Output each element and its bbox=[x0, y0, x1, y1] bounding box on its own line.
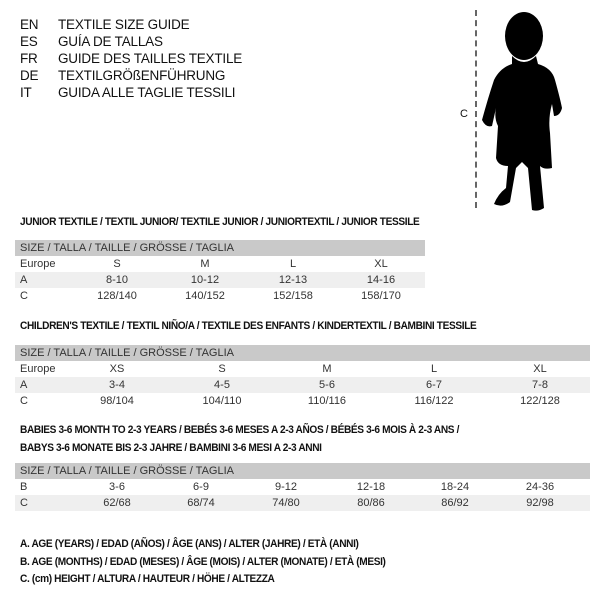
table-row: B 3-6 6-9 9-12 12-18 18-24 24-36 bbox=[20, 481, 555, 493]
height-dotted-line bbox=[475, 10, 477, 208]
legend-item-c: C. (cm) HEIGHT / ALTURA / HAUTEUR / HÖHE… bbox=[20, 573, 275, 585]
lang-de: DE TEXTILGRÖßENFÜHRUNG bbox=[20, 68, 226, 83]
table-row: A 3-4 4-5 5-6 6-7 7-8 bbox=[15, 377, 590, 393]
lang-it: IT GUIDA ALLE TAGLIE TESSILI bbox=[20, 85, 236, 100]
babies-size-table: SIZE / TALLA / TAILLE / GRÖSSE / TAGLIA … bbox=[15, 463, 590, 511]
children-title: CHILDREN'S TEXTILE / TEXTIL NIÑO/A / TEX… bbox=[20, 320, 477, 332]
table-row: A 8-10 10-12 12-13 14-16 bbox=[15, 272, 425, 288]
table-header: SIZE / TALLA / TAILLE / GRÖSSE / TAGLIA bbox=[15, 463, 590, 479]
table-row: C 128/140 140/152 152/158 158/170 bbox=[20, 290, 401, 302]
table-header: SIZE / TALLA / TAILLE / GRÖSSE / TAGLIA bbox=[15, 345, 590, 361]
babies-title-line1: BABIES 3-6 MONTH TO 2-3 YEARS / BEBÉS 3-… bbox=[20, 424, 460, 436]
junior-size-table: SIZE / TALLA / TAILLE / GRÖSSE / TAGLIA … bbox=[15, 240, 425, 304]
table-row: C 98/104 104/110 110/116 116/122 122/128 bbox=[20, 395, 560, 407]
legend-item-a: A. AGE (YEARS) / EDAD (AÑOS) / ÂGE (ANS)… bbox=[20, 538, 359, 550]
table-row: C 62/68 68/74 74/80 80/86 86/92 92/98 bbox=[15, 495, 590, 511]
table-header: SIZE / TALLA / TAILLE / GRÖSSE / TAGLIA bbox=[15, 240, 425, 256]
children-size-table: SIZE / TALLA / TAILLE / GRÖSSE / TAGLIA … bbox=[15, 345, 590, 409]
table-row: Europe S M L XL bbox=[20, 258, 388, 270]
baby-silhouette-icon bbox=[482, 12, 562, 211]
lang-en: EN TEXTILE SIZE GUIDE bbox=[20, 17, 190, 32]
lang-fr: FR GUIDE DES TAILLES TEXTILE bbox=[20, 51, 243, 66]
babies-title-line2: BABYS 3-6 MONATE BIS 2-3 JAHRE / BAMBINI… bbox=[20, 442, 322, 454]
height-label: C bbox=[460, 108, 468, 120]
table-row: Europe XS S M L XL bbox=[20, 363, 547, 375]
legend: A. AGE (YEARS) / EDAD (AÑOS) / ÂGE (ANS)… bbox=[20, 536, 386, 589]
junior-title: JUNIOR TEXTILE / TEXTIL JUNIOR/ TEXTILE … bbox=[20, 216, 420, 228]
language-list: EN TEXTILE SIZE GUIDE ES GUÍA DE TALLAS FR… bbox=[20, 16, 242, 101]
lang-es: ES GUÍA DE TALLAS bbox=[20, 34, 163, 49]
legend-item-b: B. AGE (MONTHS) / EDAD (MESES) / ÂGE (MO… bbox=[20, 555, 386, 568]
